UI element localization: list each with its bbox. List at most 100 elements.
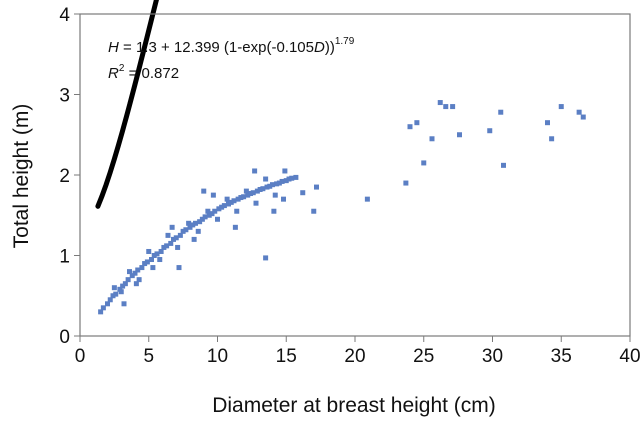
data-point <box>545 120 550 126</box>
data-point <box>253 200 259 206</box>
data-point <box>158 248 164 254</box>
data-point <box>175 244 181 250</box>
data-point <box>98 309 104 315</box>
data-point <box>190 222 196 228</box>
data-point <box>429 136 435 142</box>
data-point <box>165 232 171 238</box>
data-point <box>151 253 157 258</box>
data-point <box>149 257 154 263</box>
data-point <box>231 198 237 204</box>
data-point <box>276 180 282 186</box>
data-point <box>487 128 493 134</box>
data-point <box>234 208 240 214</box>
data-point <box>120 283 126 289</box>
data-point <box>576 109 582 115</box>
data-point <box>186 220 192 226</box>
data-point <box>224 196 230 202</box>
data-point <box>177 232 183 238</box>
r-squared-exponent: 2 <box>119 63 125 74</box>
data-point <box>238 195 244 201</box>
data-point <box>210 192 216 198</box>
data-point <box>558 104 564 110</box>
data-point <box>201 188 207 194</box>
data-point <box>407 124 413 130</box>
equation-h-variable: H <box>108 39 119 56</box>
y-tick-label: 0 <box>59 327 70 348</box>
data-point <box>168 240 174 246</box>
fitted-model-curve <box>95 0 159 209</box>
data-point <box>183 227 189 233</box>
data-point <box>113 291 119 297</box>
data-point <box>135 267 141 273</box>
data-point <box>232 224 238 230</box>
data-point <box>226 201 231 207</box>
data-point <box>403 180 409 186</box>
data-point <box>437 100 443 106</box>
data-point <box>176 265 182 271</box>
data-point <box>248 191 253 197</box>
data-point <box>133 281 139 287</box>
data-points-layer <box>98 100 586 315</box>
equation-close: )) <box>325 39 335 56</box>
x-tick-label: 25 <box>413 346 434 367</box>
data-point <box>281 196 286 202</box>
data-point <box>212 208 218 214</box>
data-point <box>235 196 241 202</box>
data-point <box>202 214 208 220</box>
data-point <box>254 188 260 194</box>
r-squared-value: = 0.872 <box>124 65 179 82</box>
x-tick-label: 5 <box>143 346 154 367</box>
data-point <box>191 236 197 242</box>
axes-frame <box>79 13 631 337</box>
data-point <box>118 289 124 295</box>
data-point <box>146 248 152 254</box>
data-point <box>193 220 198 226</box>
x-tick-label: 30 <box>482 346 503 367</box>
data-point <box>279 178 285 184</box>
data-point <box>215 216 220 222</box>
data-point <box>580 114 586 120</box>
data-point <box>457 132 462 138</box>
data-point <box>264 184 270 190</box>
data-point <box>257 186 263 192</box>
y-axis-title: Total height (m) <box>10 104 33 249</box>
data-point <box>243 188 249 194</box>
equation-body: = 1.3 + 12.399 (1-exp(-0.105 <box>119 39 314 56</box>
data-point <box>311 208 317 214</box>
data-point <box>414 120 420 126</box>
data-point <box>209 211 215 217</box>
data-point <box>144 259 150 265</box>
data-point <box>197 219 203 225</box>
data-point <box>364 196 370 202</box>
y-tick-label: 2 <box>59 166 70 187</box>
data-point <box>139 265 145 271</box>
data-point <box>157 257 163 263</box>
y-tick-label: 1 <box>59 247 70 268</box>
data-point <box>270 182 275 188</box>
data-point <box>501 162 506 168</box>
data-point <box>173 235 179 241</box>
x-tick-label: 35 <box>551 346 572 367</box>
data-point <box>263 176 269 182</box>
data-point <box>250 190 256 196</box>
x-tick-label: 0 <box>75 346 86 367</box>
data-point <box>136 277 142 283</box>
data-point <box>154 251 160 257</box>
data-point <box>443 104 449 110</box>
data-point <box>187 224 193 230</box>
data-point <box>150 265 156 271</box>
data-point <box>105 301 110 307</box>
x-tick-label: 40 <box>619 346 640 367</box>
data-point <box>169 224 175 230</box>
data-point <box>107 297 113 303</box>
data-point <box>121 301 127 307</box>
x-tick-label: 15 <box>276 346 297 367</box>
data-point <box>283 178 289 184</box>
data-point <box>199 216 205 222</box>
data-point <box>219 204 225 210</box>
x-axis-title: Diameter at breast height (cm) <box>212 394 496 417</box>
data-point <box>241 194 247 200</box>
data-point <box>180 228 186 234</box>
data-point <box>293 174 299 180</box>
